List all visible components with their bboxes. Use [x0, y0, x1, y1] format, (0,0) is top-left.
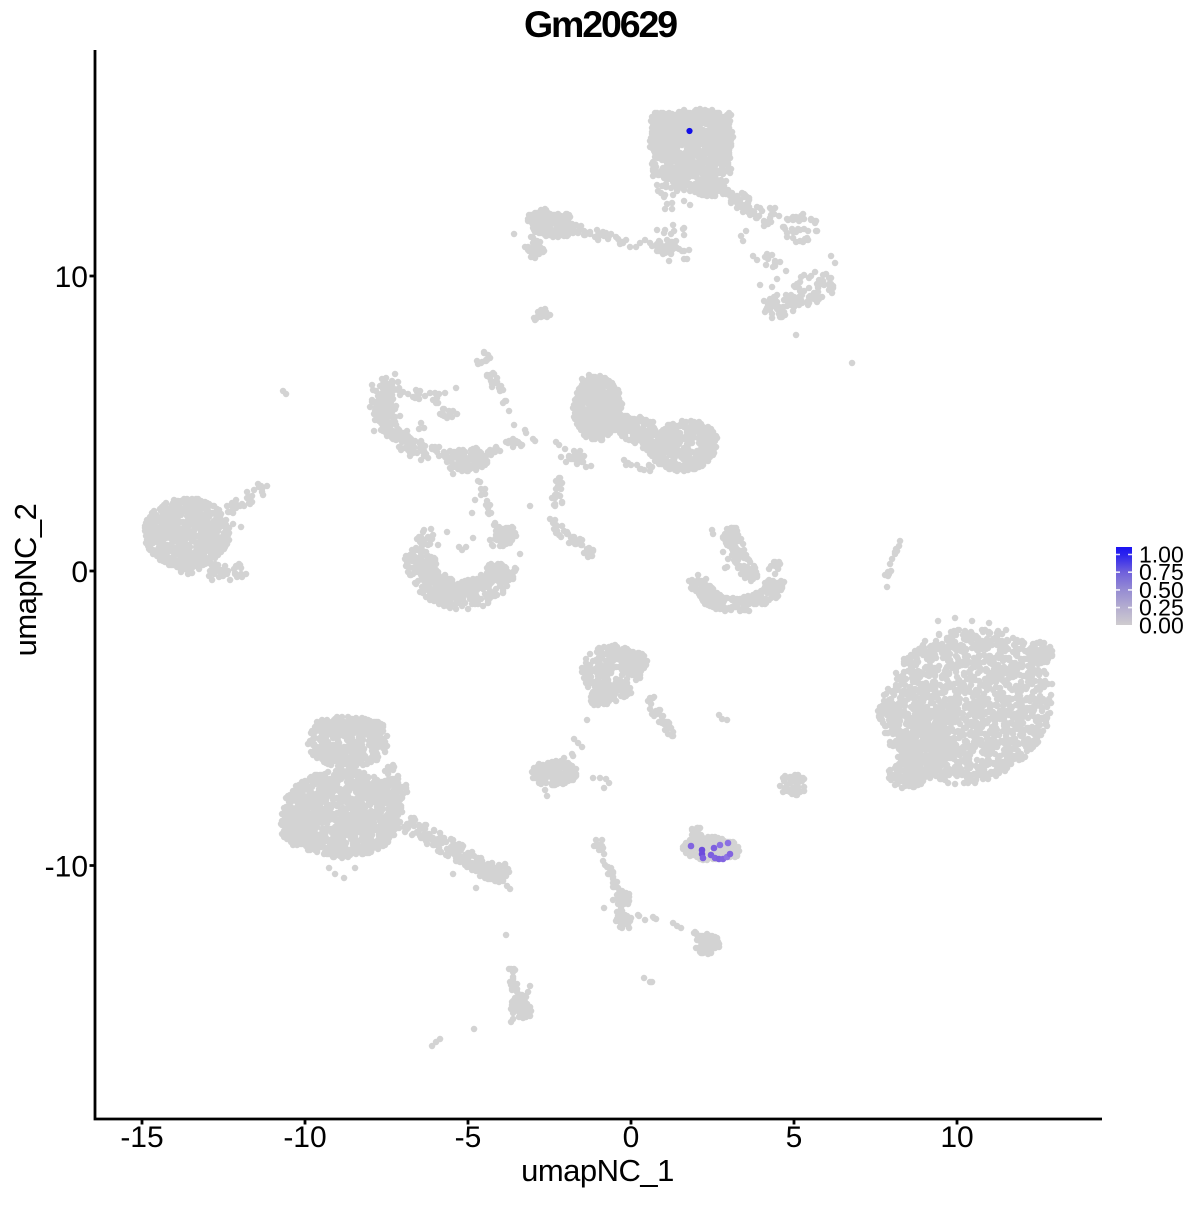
- svg-text:0.25: 0.25: [1139, 595, 1184, 621]
- svg-text:-10: -10: [283, 1121, 326, 1154]
- svg-text:10: 10: [55, 261, 88, 294]
- svg-text:5: 5: [786, 1121, 803, 1154]
- svg-text:0.50: 0.50: [1139, 577, 1184, 603]
- svg-text:10: 10: [940, 1121, 973, 1154]
- svg-text:umapNC_1: umapNC_1: [521, 1153, 674, 1188]
- svg-text:1.00: 1.00: [1139, 542, 1184, 568]
- svg-text:0: 0: [623, 1121, 640, 1154]
- svg-text:0.00: 0.00: [1139, 612, 1184, 638]
- svg-text:-5: -5: [455, 1121, 482, 1154]
- svg-text:-10: -10: [45, 851, 88, 884]
- svg-text:Gm20629: Gm20629: [524, 3, 677, 45]
- svg-text:umapNC_2: umapNC_2: [8, 504, 43, 657]
- svg-text:0: 0: [71, 556, 88, 589]
- svg-text:0.75: 0.75: [1139, 559, 1184, 585]
- svg-text:-15: -15: [120, 1121, 163, 1154]
